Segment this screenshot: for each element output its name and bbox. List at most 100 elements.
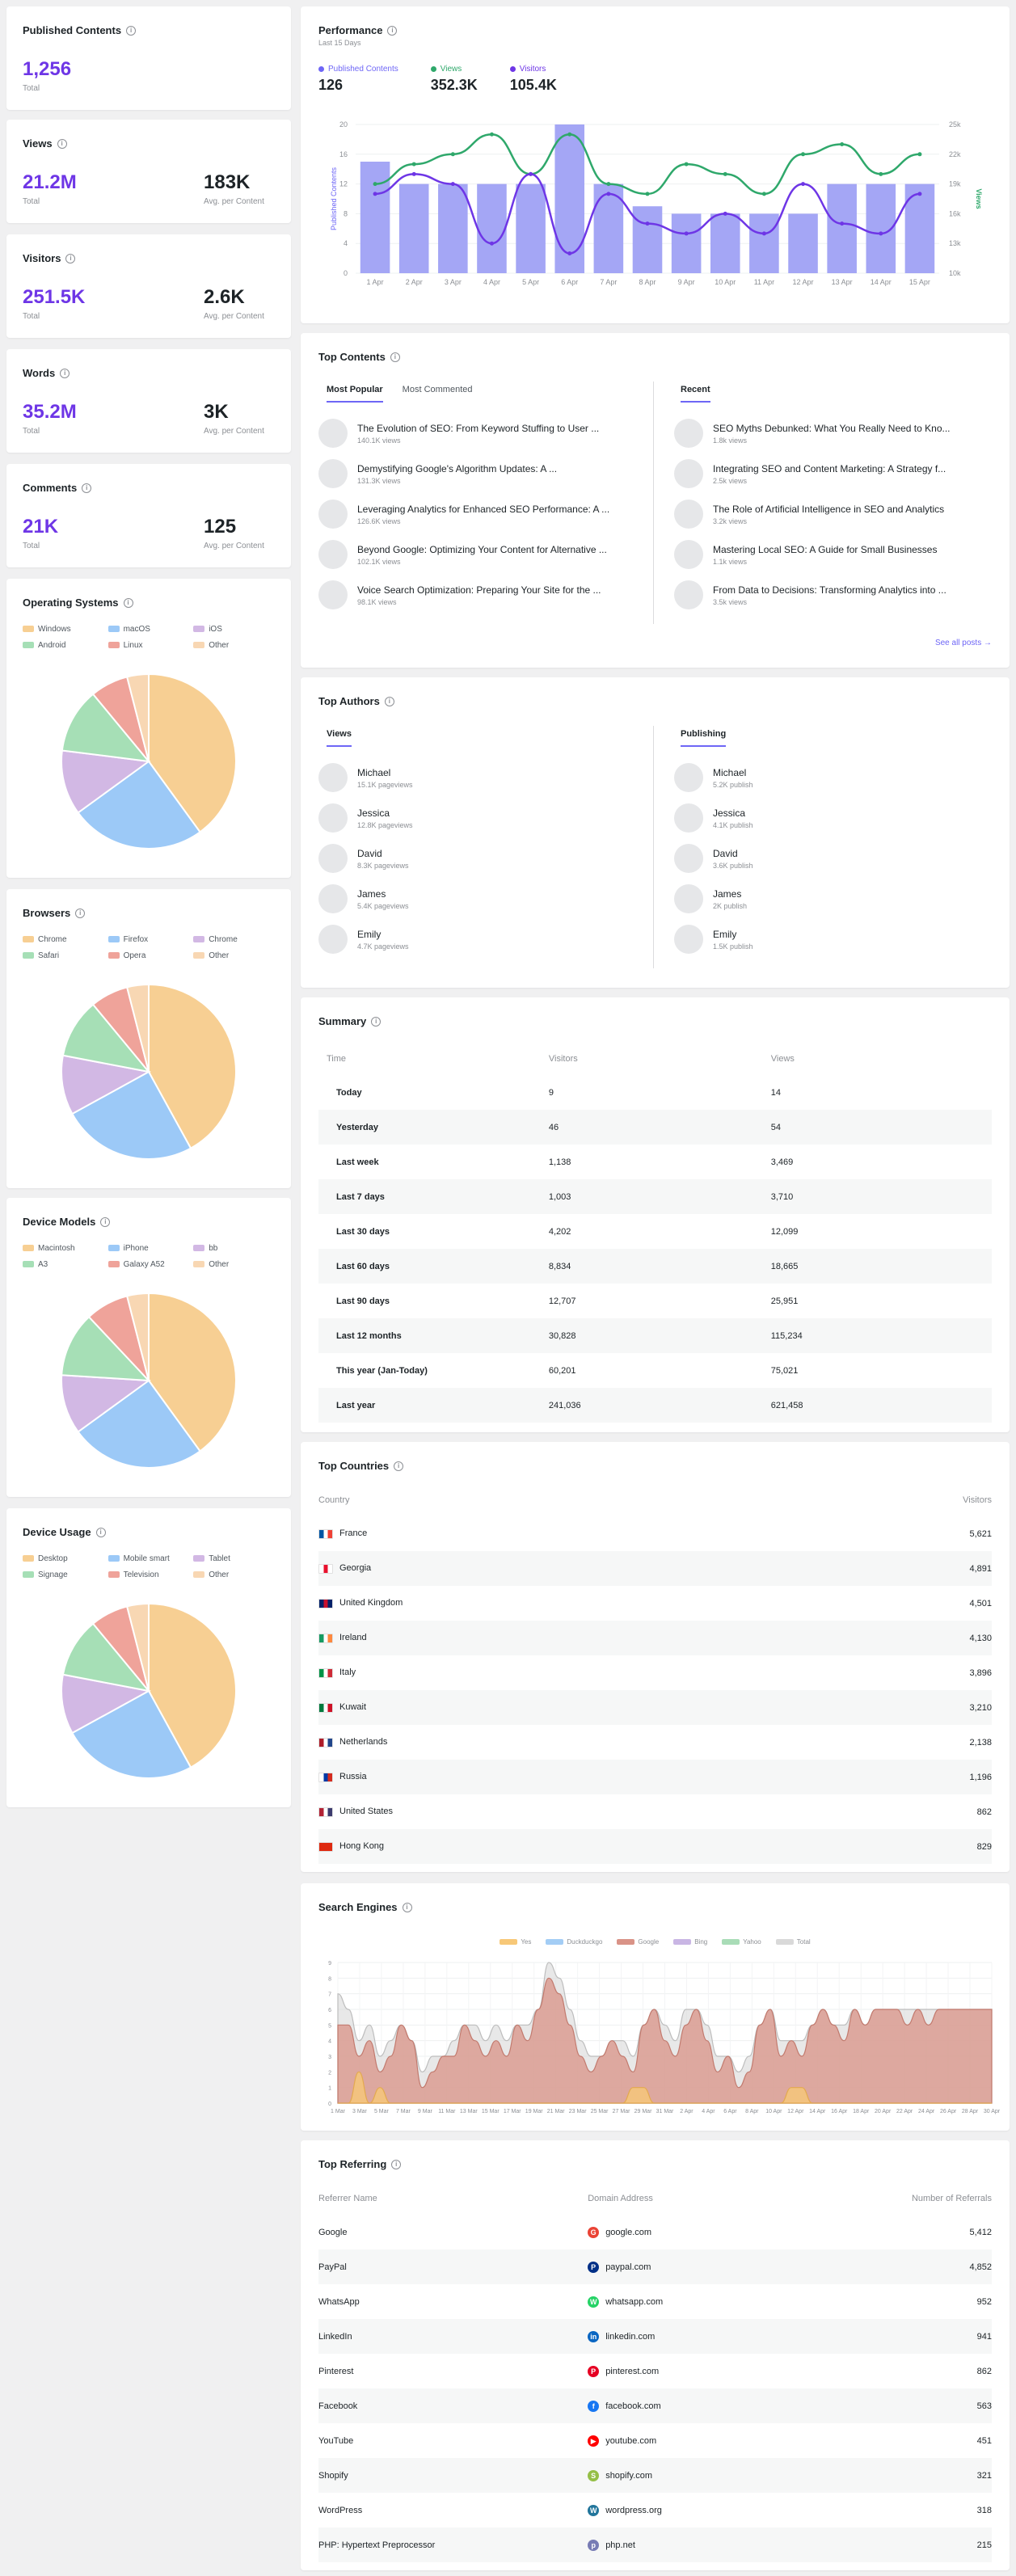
pie-slice-other[interactable] <box>125 983 150 1073</box>
list-item[interactable]: David 3.6K publish <box>674 844 992 873</box>
bar-published-contents[interactable] <box>516 183 546 273</box>
bar-published-contents[interactable] <box>632 206 663 273</box>
legend-item[interactable]: Chrome <box>193 931 279 947</box>
pie-slice-firefox[interactable] <box>71 1070 192 1160</box>
pie-slice-windows[interactable] <box>148 672 237 833</box>
pie-slice-bb[interactable] <box>61 1374 151 1433</box>
domain-link[interactable]: google.com <box>605 2227 652 2237</box>
list-item[interactable]: David 8.3K pageviews <box>318 844 632 873</box>
point-visitors[interactable] <box>450 182 455 187</box>
legend-item[interactable]: Other <box>193 947 279 963</box>
list-item[interactable]: The Role of Artificial Intelligence in S… <box>674 500 992 529</box>
legend-item[interactable]: Safari <box>23 947 108 963</box>
list-item[interactable]: Emily 4.7K pageviews <box>318 925 632 954</box>
list-item[interactable]: Demystifying Google's Algorithm Updates:… <box>318 459 632 488</box>
info-icon[interactable]: i <box>387 25 398 36</box>
point-views[interactable] <box>373 182 377 187</box>
legend-item[interactable]: Macintosh <box>23 1240 108 1256</box>
point-views[interactable] <box>567 132 572 137</box>
column-header[interactable]: Referrer Name <box>318 2194 377 2203</box>
list-item[interactable]: SEO Myths Debunked: What You Really Need… <box>674 419 992 448</box>
legend-item[interactable]: Google <box>617 1938 659 1946</box>
list-item[interactable]: Beyond Google: Optimizing Your Content f… <box>318 540 632 569</box>
point-visitors[interactable] <box>723 211 727 216</box>
point-visitors[interactable] <box>373 192 377 196</box>
info-icon[interactable]: i <box>75 908 86 918</box>
domain-link[interactable]: shopify.com <box>605 2470 653 2481</box>
point-views[interactable] <box>411 162 416 167</box>
tab-most-commented[interactable]: Most Commented <box>402 385 473 394</box>
legend-item[interactable]: Yahoo <box>722 1938 761 1946</box>
legend-item[interactable]: Android <box>23 637 108 653</box>
list-item[interactable]: Mastering Local SEO: A Guide for Small B… <box>674 540 992 569</box>
point-visitors[interactable] <box>840 221 845 226</box>
column-header[interactable]: Number of Referrals <box>911 2194 992 2203</box>
legend-item[interactable]: Television <box>108 1566 194 1583</box>
domain-link[interactable]: php.net <box>605 2540 635 2550</box>
point-visitors[interactable] <box>684 231 689 236</box>
pie-slice-desktop[interactable] <box>148 1602 237 1769</box>
legend-item[interactable]: Firefox <box>108 931 194 947</box>
point-views[interactable] <box>801 152 806 157</box>
bar-published-contents[interactable] <box>827 183 857 273</box>
point-views[interactable] <box>840 142 845 147</box>
list-item[interactable]: Voice Search Optimization: Preparing You… <box>318 580 632 609</box>
performance-legend-item[interactable]: Visitors 105.4K <box>509 65 557 94</box>
info-icon[interactable]: i <box>394 1461 404 1471</box>
point-visitors[interactable] <box>529 171 533 176</box>
info-icon[interactable]: i <box>384 696 394 706</box>
info-icon[interactable]: i <box>123 597 133 608</box>
info-icon[interactable]: i <box>100 1216 111 1227</box>
pie-slice-safari[interactable] <box>61 1003 151 1073</box>
domain-link[interactable]: youtube.com <box>605 2435 657 2446</box>
info-icon[interactable]: i <box>402 1902 412 1912</box>
pie-slice-mobile-smart[interactable] <box>71 1689 192 1779</box>
info-icon[interactable]: i <box>390 352 400 362</box>
legend-item[interactable]: Other <box>193 1566 279 1583</box>
bar-published-contents[interactable] <box>360 162 390 273</box>
list-item[interactable]: Jessica 12.8K pageviews <box>318 803 632 833</box>
bar-published-contents[interactable] <box>671 213 702 273</box>
point-visitors[interactable] <box>801 182 806 187</box>
info-icon[interactable]: i <box>65 253 76 264</box>
legend-item[interactable]: Duckduckgo <box>546 1938 602 1946</box>
pie-slice-ios[interactable] <box>61 749 151 814</box>
domain-link[interactable]: facebook.com <box>605 2401 661 2411</box>
point-views[interactable] <box>917 152 922 157</box>
pie-slice-a3[interactable] <box>61 1315 151 1382</box>
legend-item[interactable]: Desktop <box>23 1550 108 1566</box>
legend-item[interactable]: A3 <box>23 1256 108 1272</box>
legend-item[interactable]: bb <box>193 1240 279 1256</box>
performance-legend-item[interactable]: Published Contents 126 <box>318 65 398 94</box>
info-icon[interactable]: i <box>60 368 70 378</box>
point-views[interactable] <box>489 132 494 137</box>
column-header[interactable]: Domain Address <box>588 2194 653 2203</box>
point-views[interactable] <box>761 192 766 196</box>
bar-published-contents[interactable] <box>438 183 468 273</box>
info-icon[interactable]: i <box>371 1016 382 1027</box>
bar-published-contents[interactable] <box>710 213 740 273</box>
domain-link[interactable]: wordpress.org <box>605 2505 662 2515</box>
point-visitors[interactable] <box>917 192 922 196</box>
pie-slice-macos[interactable] <box>77 760 201 850</box>
legend-item[interactable]: Other <box>193 1256 279 1272</box>
point-views[interactable] <box>723 171 727 176</box>
point-views[interactable] <box>879 171 883 176</box>
point-visitors[interactable] <box>411 171 416 176</box>
legend-item[interactable]: Total <box>775 1938 811 1946</box>
point-visitors[interactable] <box>567 251 572 255</box>
legend-item[interactable]: macOS <box>108 621 194 637</box>
list-item[interactable]: Leveraging Analytics for Enhanced SEO Pe… <box>318 500 632 529</box>
pie-slice-android[interactable] <box>61 693 151 763</box>
point-views[interactable] <box>684 162 689 167</box>
legend-item[interactable]: iOS <box>193 621 279 637</box>
list-item[interactable]: From Data to Decisions: Transforming Ana… <box>674 580 992 609</box>
point-visitors[interactable] <box>489 241 494 246</box>
legend-item[interactable]: Yes <box>500 1938 531 1946</box>
pie-slice-chrome[interactable] <box>61 1054 151 1115</box>
legend-item[interactable]: Other <box>193 637 279 653</box>
info-icon[interactable]: i <box>57 138 67 149</box>
legend-item[interactable]: Mobile smart <box>108 1550 194 1566</box>
bar-published-contents[interactable] <box>477 183 507 273</box>
point-visitors[interactable] <box>606 192 611 196</box>
